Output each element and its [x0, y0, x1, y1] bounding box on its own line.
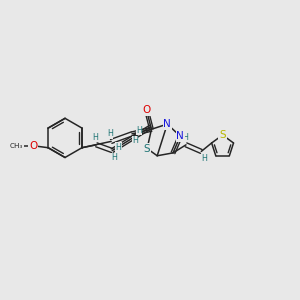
- Text: H: H: [201, 154, 207, 163]
- Text: H: H: [107, 129, 113, 138]
- Text: H: H: [182, 133, 188, 142]
- Text: N: N: [164, 119, 171, 129]
- Text: O: O: [29, 141, 37, 151]
- Text: O: O: [142, 105, 151, 115]
- Text: H: H: [92, 133, 98, 142]
- Text: H: H: [136, 126, 142, 135]
- Text: H: H: [132, 136, 138, 145]
- Text: N: N: [176, 131, 184, 141]
- Text: S: S: [219, 130, 226, 140]
- Text: H: H: [112, 153, 118, 162]
- Text: H: H: [116, 142, 122, 152]
- Text: S: S: [144, 144, 150, 154]
- Text: CH₃: CH₃: [10, 143, 23, 149]
